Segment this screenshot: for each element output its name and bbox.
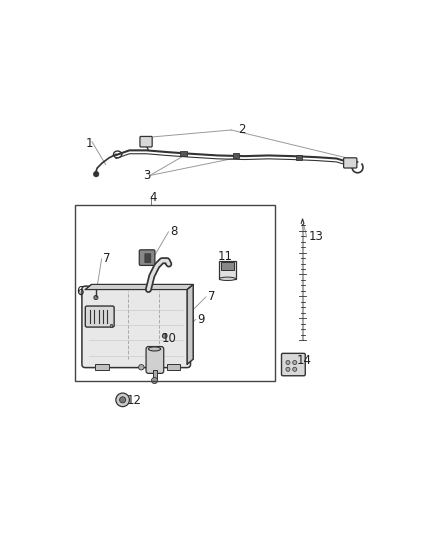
Text: 6: 6 [76,285,83,298]
FancyBboxPatch shape [82,286,191,368]
FancyBboxPatch shape [145,253,151,263]
Circle shape [162,334,167,338]
FancyBboxPatch shape [282,353,305,376]
Circle shape [93,172,99,177]
FancyBboxPatch shape [139,250,155,265]
Circle shape [293,367,297,372]
Circle shape [138,365,144,370]
FancyBboxPatch shape [146,346,164,374]
Text: 11: 11 [218,249,233,263]
Bar [219,261,236,279]
Bar [110,324,113,327]
Bar [95,364,109,370]
Text: 1: 1 [85,137,93,150]
Ellipse shape [148,347,161,351]
Text: 8: 8 [170,225,177,238]
Bar [233,153,240,158]
Polygon shape [85,285,193,289]
Circle shape [286,360,290,365]
Text: 3: 3 [143,169,150,182]
Bar [296,155,302,160]
FancyBboxPatch shape [85,306,114,327]
Text: 12: 12 [127,394,142,407]
Text: 7: 7 [208,290,215,303]
Text: 2: 2 [238,124,246,136]
Circle shape [293,360,297,365]
Circle shape [286,367,290,372]
Circle shape [152,377,158,384]
Text: 14: 14 [297,354,312,367]
Text: 13: 13 [308,230,323,244]
Bar [75,205,276,381]
Circle shape [120,397,126,403]
Text: 10: 10 [162,332,177,345]
Ellipse shape [219,277,236,280]
Bar [221,262,233,270]
Bar [180,151,187,156]
Text: 4: 4 [150,191,157,204]
Polygon shape [187,285,193,364]
Text: 7: 7 [103,253,111,265]
Bar [152,370,156,379]
Bar [167,364,180,370]
FancyBboxPatch shape [344,158,357,168]
Text: 9: 9 [197,313,205,326]
Circle shape [116,393,130,407]
FancyBboxPatch shape [140,136,152,147]
Circle shape [94,295,98,300]
